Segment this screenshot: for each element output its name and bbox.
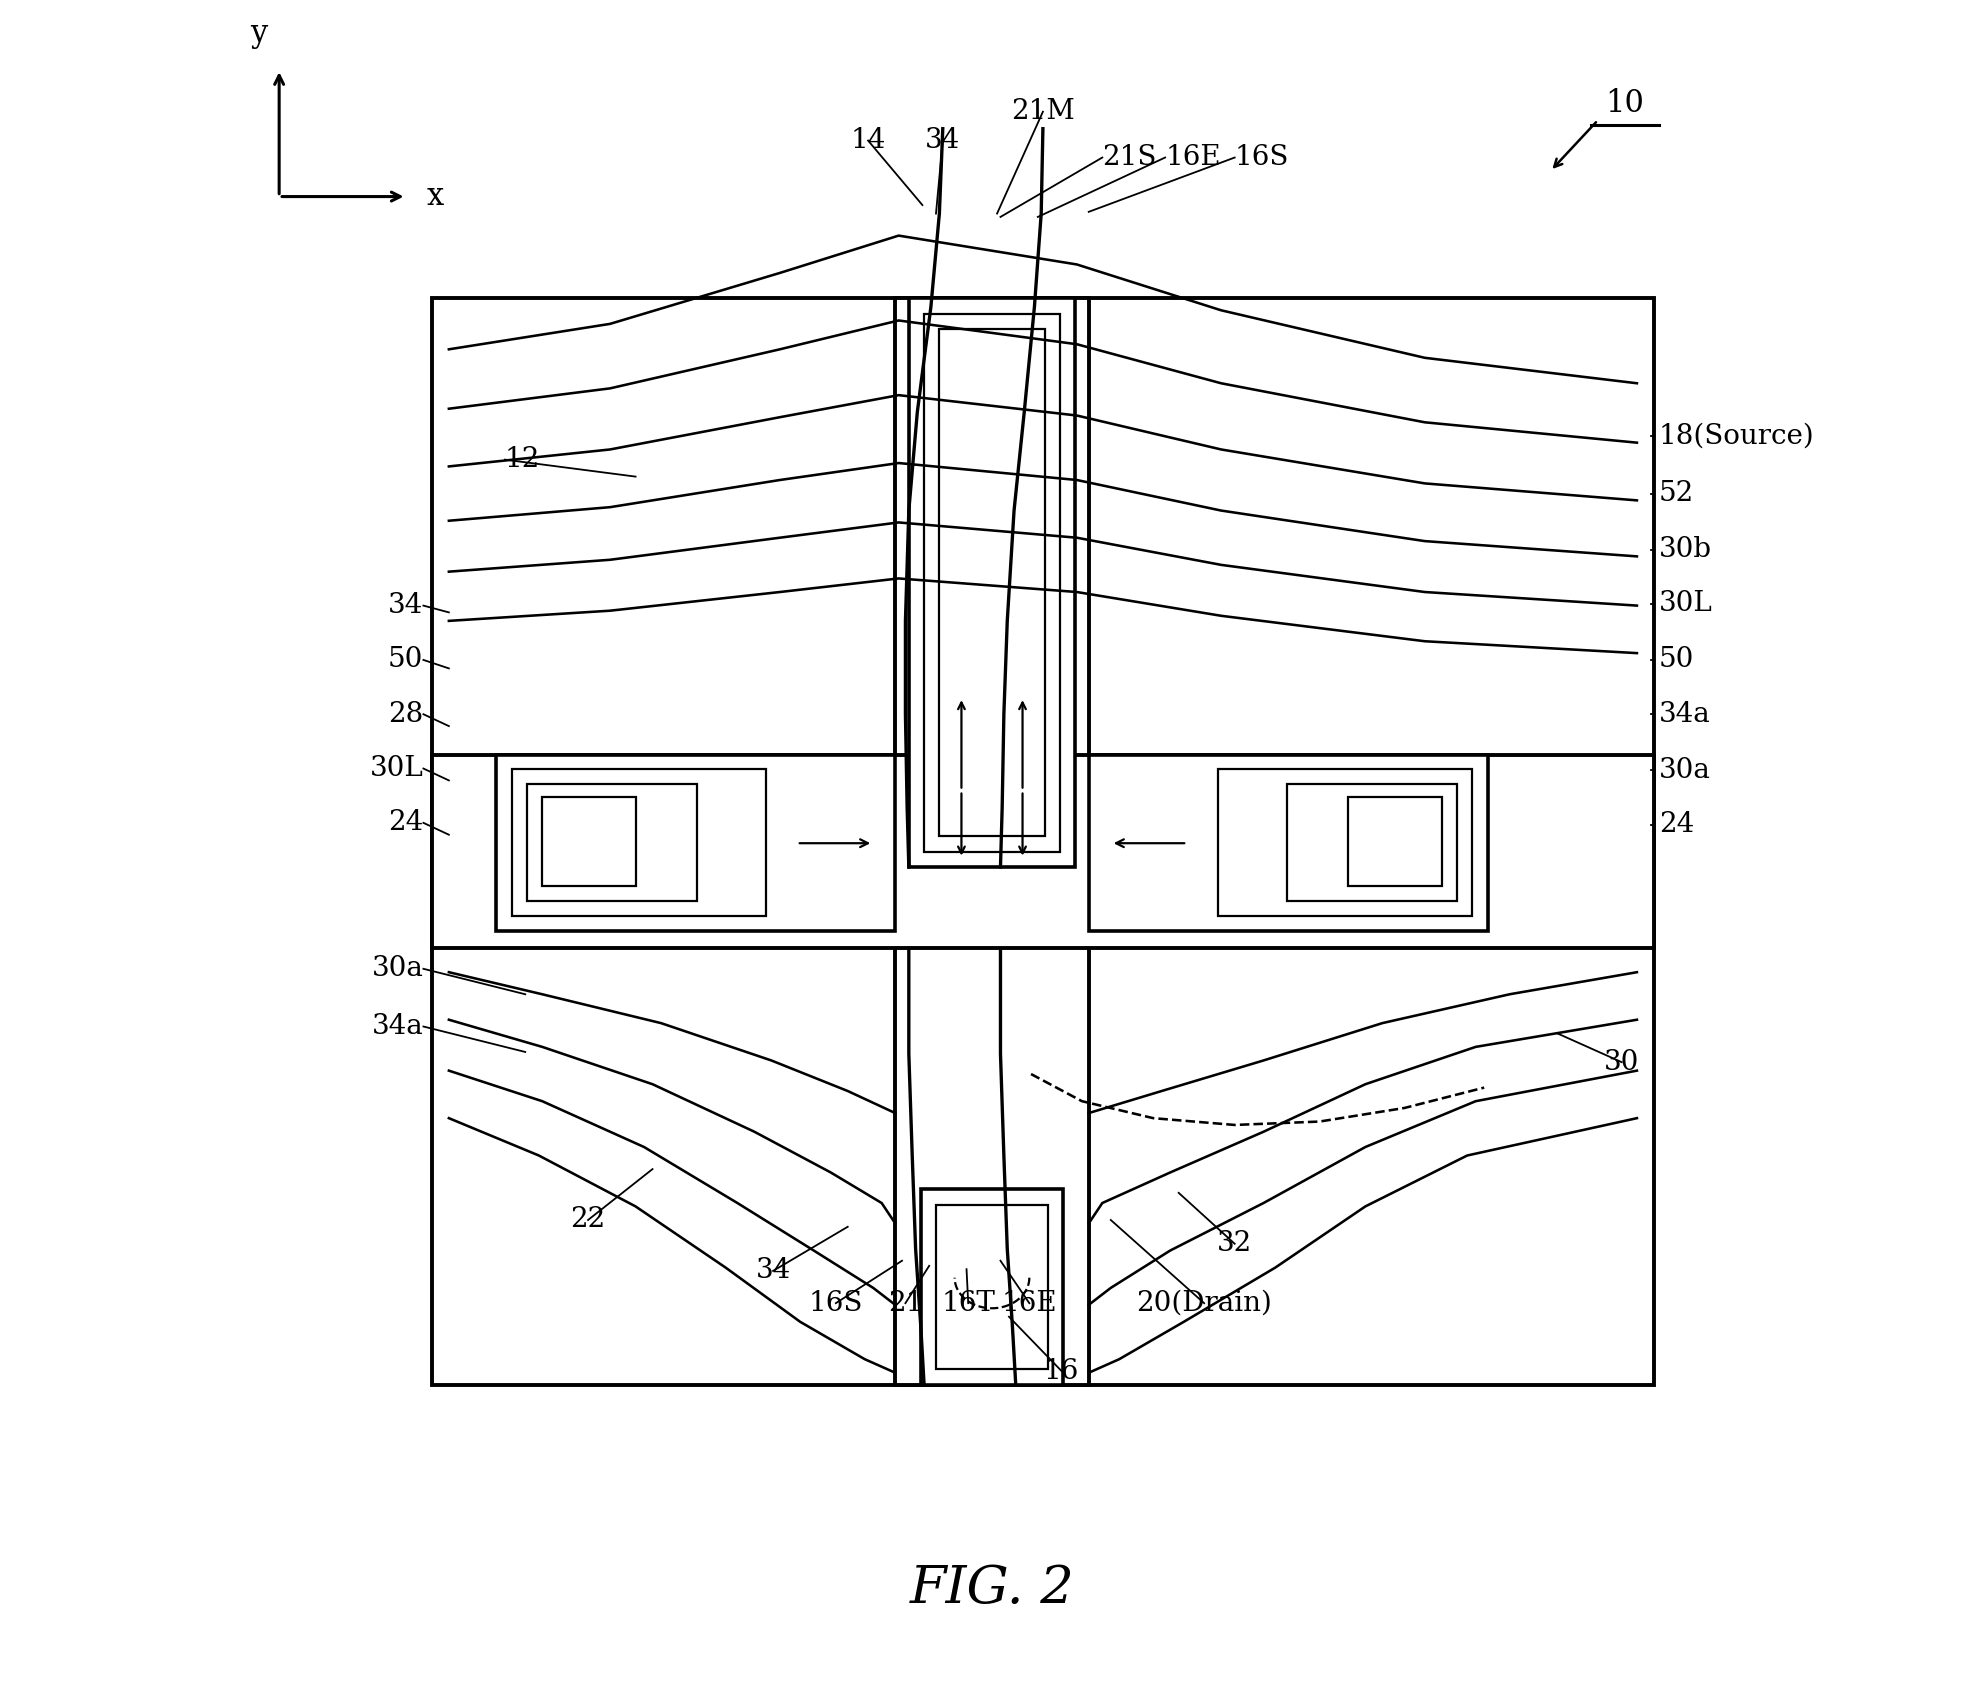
Text: 10: 10 xyxy=(1605,88,1644,119)
Text: 30L: 30L xyxy=(1658,590,1713,617)
Text: 21: 21 xyxy=(887,1290,923,1318)
Bar xyxy=(1286,784,1458,901)
Text: 50: 50 xyxy=(1658,646,1694,673)
Bar xyxy=(936,1205,1048,1370)
Bar xyxy=(1218,768,1473,916)
Text: 12: 12 xyxy=(506,445,541,473)
Text: y: y xyxy=(250,19,268,49)
Text: 34a: 34a xyxy=(1658,700,1711,728)
Text: 21S: 21S xyxy=(1102,144,1157,172)
Bar xyxy=(940,330,1044,836)
Text: 18(Source): 18(Source) xyxy=(1658,422,1816,449)
Text: 16E: 16E xyxy=(1164,144,1222,172)
Text: 34: 34 xyxy=(387,592,423,619)
Bar xyxy=(527,784,696,901)
Text: 30b: 30b xyxy=(1658,536,1711,563)
Text: 50: 50 xyxy=(387,646,423,673)
Text: 14: 14 xyxy=(850,128,885,155)
Bar xyxy=(921,1190,1064,1384)
Bar xyxy=(924,314,1060,852)
Text: FIG. 2: FIG. 2 xyxy=(909,1562,1074,1613)
Bar xyxy=(433,755,1654,949)
Text: 16S: 16S xyxy=(808,1290,864,1318)
Text: 16S: 16S xyxy=(1235,144,1288,172)
Bar xyxy=(433,299,1654,1384)
Text: 20(Drain): 20(Drain) xyxy=(1137,1290,1273,1318)
Text: 30a: 30a xyxy=(1658,756,1711,784)
Bar xyxy=(909,299,1076,867)
Text: 34a: 34a xyxy=(372,1013,423,1040)
Bar xyxy=(511,768,767,916)
Text: 21M: 21M xyxy=(1011,99,1074,126)
Text: 16E: 16E xyxy=(1001,1290,1056,1318)
Bar xyxy=(1088,755,1487,932)
Bar xyxy=(543,797,635,886)
Text: x: x xyxy=(427,182,445,212)
Text: 32: 32 xyxy=(1218,1231,1253,1258)
Text: 22: 22 xyxy=(570,1207,606,1234)
Text: 28: 28 xyxy=(387,700,423,728)
Text: 24: 24 xyxy=(387,809,423,836)
Text: 34: 34 xyxy=(755,1258,791,1285)
Text: 30a: 30a xyxy=(372,955,423,983)
Text: 52: 52 xyxy=(1658,479,1694,507)
Bar xyxy=(1349,797,1442,886)
Text: 30L: 30L xyxy=(370,755,423,782)
Bar xyxy=(496,755,895,932)
Text: 34: 34 xyxy=(924,128,960,155)
Text: 24: 24 xyxy=(1658,811,1694,838)
Bar xyxy=(895,299,1088,1384)
Text: 16: 16 xyxy=(1044,1358,1080,1384)
Text: 30: 30 xyxy=(1603,1049,1639,1076)
Text: 16T: 16T xyxy=(942,1290,995,1318)
